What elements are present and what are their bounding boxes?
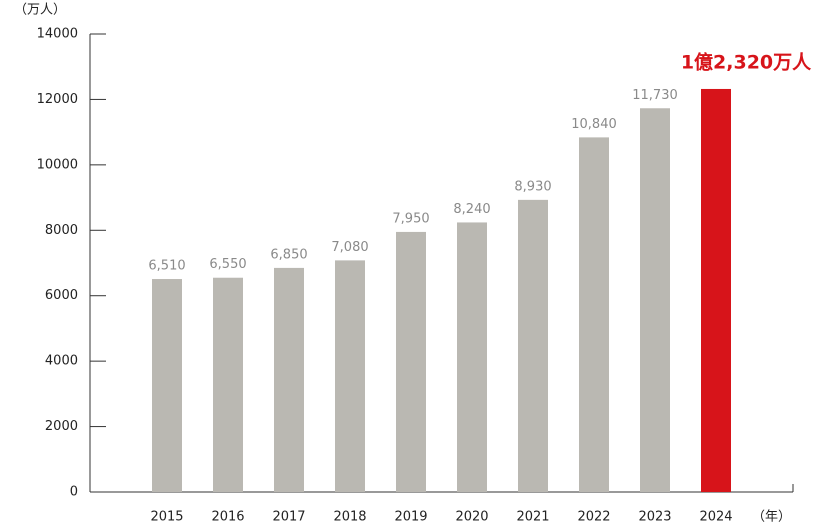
x-tick-label: 2020 — [455, 510, 488, 524]
y-tick-label: 8000 — [45, 223, 78, 238]
bar — [579, 137, 609, 492]
x-tick-label: 2015 — [150, 510, 183, 524]
x-tick-label: 2016 — [211, 510, 244, 524]
y-axis-label: （万人） — [14, 3, 66, 18]
x-axis-label: （年） — [752, 510, 791, 524]
y-tick-label: 10000 — [37, 157, 78, 172]
value-label: 8,930 — [514, 179, 551, 194]
x-tick-label: 2022 — [577, 510, 610, 524]
value-label: 6,510 — [148, 259, 185, 274]
x-tick-label: 2018 — [333, 510, 366, 524]
bar — [457, 222, 487, 493]
y-tick-label: 0 — [70, 485, 78, 500]
value-label: 11,730 — [632, 88, 678, 103]
x-tick-label: 2021 — [516, 510, 549, 524]
bar — [640, 108, 670, 493]
y-tick-label: 6000 — [45, 288, 78, 303]
y-tick-label: 4000 — [45, 354, 78, 369]
value-label: 7,950 — [392, 211, 429, 226]
y-tick-label: 14000 — [37, 27, 78, 42]
bar — [518, 199, 548, 492]
value-label: 10,840 — [571, 117, 617, 132]
highlight-label: 1億2,320万人 — [681, 50, 812, 73]
y-tick-label: 2000 — [45, 419, 78, 434]
value-label: 6,850 — [270, 247, 307, 262]
bar — [701, 88, 731, 493]
bar — [274, 267, 304, 492]
bar — [396, 231, 426, 492]
value-label: 6,550 — [209, 257, 246, 272]
y-tick-label: 12000 — [37, 92, 78, 107]
x-tick-label: 2017 — [272, 510, 305, 524]
x-tick-label: 2019 — [394, 510, 427, 524]
x-tick-label: 2024 — [699, 510, 732, 524]
bar — [152, 279, 182, 492]
bar — [213, 277, 243, 492]
value-label: 8,240 — [453, 202, 490, 217]
bar — [335, 260, 365, 492]
x-tick-label: 2023 — [638, 510, 671, 524]
value-label: 7,080 — [331, 240, 368, 255]
